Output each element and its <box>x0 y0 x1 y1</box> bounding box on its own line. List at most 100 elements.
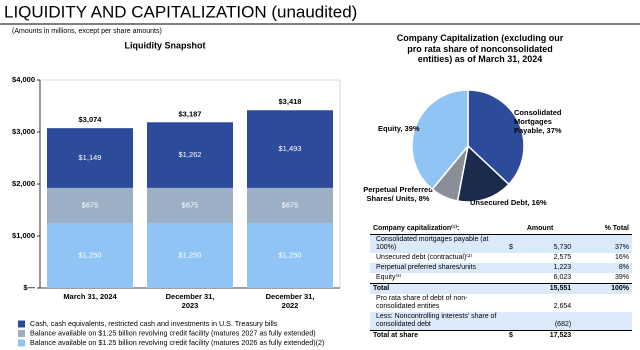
table-cell <box>574 294 632 312</box>
table-cell: Pro rata share of debt of non-consolidat… <box>376 295 468 310</box>
x-tick-label: March 31, 2024 <box>63 292 117 301</box>
table-cell: Perpetual preferred shares/units <box>370 263 506 273</box>
table-cell: 8% <box>574 263 632 273</box>
bar-segment <box>247 187 333 223</box>
bar-value-label: $1,250 <box>179 250 202 259</box>
y-tick-label: $2,000 <box>12 179 35 188</box>
x-tick-label-box: December 31, 2023 <box>165 292 215 310</box>
bar-value-label: $675 <box>282 200 299 209</box>
bar-value-label: $1,250 <box>79 250 102 259</box>
table-cell <box>506 253 522 263</box>
table-cell <box>574 312 632 331</box>
table-cell: 16% <box>614 254 629 261</box>
table-cell <box>506 294 522 312</box>
chart-title: Liquidity Snapshot <box>125 40 206 50</box>
pie-label: Consolidated Mortgages Payable, 37% <box>514 108 562 135</box>
bar-segment <box>47 187 133 223</box>
table-row: Unsecured debt (contractual)⁽²⁾ 2,575 16% <box>370 253 632 263</box>
table-cell: Unsecured debt (contractual)⁽²⁾ <box>376 254 473 261</box>
table-cell: 2,654 <box>553 303 572 310</box>
legend-label: Balance available on $1.25 billion revol… <box>30 338 324 347</box>
table-cell: 5,730 <box>522 234 575 253</box>
pie-slice <box>467 89 525 186</box>
table-cell: Equity⁽³⁾ <box>376 274 402 281</box>
table-cell: 39% <box>614 274 629 281</box>
bar-segment <box>147 223 233 288</box>
pie-title-box: Company Capitalization (excluding our pr… <box>396 33 564 64</box>
table-cell <box>506 312 522 331</box>
legend-label: Cash, cash equivalents, restricted cash … <box>30 319 278 328</box>
legend-label: Balance available on $1.25 billion revol… <box>30 328 316 337</box>
bar-total-label: $3,418 <box>279 97 302 106</box>
table-row: Company capitalization⁽¹⁾: Amount% Total <box>370 224 632 235</box>
y-tick-label: $3,000 <box>12 127 35 136</box>
table-cell: % Total <box>574 224 632 235</box>
bar-segment <box>47 128 133 188</box>
x-tick-label-box: December 31, 2022 <box>265 292 315 310</box>
table-row: Total 15,551 100% <box>370 283 632 294</box>
x-tick-label: December 31, 2023 <box>165 292 215 310</box>
bar-total-label: $3,187 <box>179 109 202 118</box>
pie-slice <box>456 144 510 203</box>
table-cell: Consolidated mortgages payable (at 100%) <box>370 234 506 253</box>
bar-segment <box>247 223 333 288</box>
y-tick-label: $4,000 <box>12 75 35 84</box>
table-row: Less: Noncontrolling interests' share of… <box>370 312 632 331</box>
bar-value-label: $675 <box>182 200 199 209</box>
legend-swatch <box>18 320 25 328</box>
table-cell: $ <box>506 234 522 253</box>
bar-value-label: $1,250 <box>279 250 302 259</box>
table-cell <box>506 283 522 294</box>
table-cell <box>574 330 632 341</box>
table-cell: 100% <box>574 283 632 294</box>
table-cell <box>506 263 522 273</box>
table-cell: Less: Noncontrolling interests' share of… <box>370 312 506 331</box>
legend-swatch <box>18 339 25 347</box>
pie-label: Unsecured Debt, 16% <box>470 198 547 207</box>
bar-value-label: $1,149 <box>79 153 102 162</box>
x-tick-label-box: March 31, 2024 <box>63 292 117 301</box>
table-row: Pro rata share of debt of non-consolidat… <box>370 294 632 312</box>
bar-total-label: $3,074 <box>79 115 103 124</box>
table-cell: 2,575 <box>553 254 572 261</box>
pie-label-box: Consolidated Mortgages Payable, 37% <box>514 108 562 135</box>
table-cell: $ <box>506 330 522 341</box>
table-cell: Company capitalization⁽¹⁾: <box>370 224 506 235</box>
table-row: Consolidated mortgages payable (at 100%)… <box>370 234 632 253</box>
bar-segment <box>147 187 233 223</box>
bar-value-label: $675 <box>82 200 99 209</box>
pie-label: Equity, 39% <box>378 124 420 133</box>
cap-table: Company capitalization⁽¹⁾: Amount% Total C… <box>370 224 632 341</box>
table-cell: 17,523 <box>522 330 575 341</box>
legend-swatch <box>18 330 25 337</box>
x-tick-label: December 31, 2022 <box>265 292 315 310</box>
table-row: Equity⁽³⁾ 6,023 39% <box>370 273 632 284</box>
pie-label-box: Unsecured Debt, 16% <box>470 198 547 207</box>
bar-segment <box>47 223 133 288</box>
table-cell: 1,223 <box>522 263 575 273</box>
table-cell: Total at share <box>370 330 506 341</box>
table-cell <box>506 273 522 284</box>
pie-slice <box>411 89 469 191</box>
pie-label: Perpetual Preferred Shares/ Units, 8% <box>363 185 433 203</box>
table-cell: Amount <box>506 224 575 235</box>
bar-segment <box>247 110 333 188</box>
page-subtitle: (Amounts in millions, except per share a… <box>12 28 162 35</box>
bar-segment <box>147 122 233 188</box>
page-title: LIQUIDITY AND CAPITALIZATION (unaudited) <box>4 2 357 21</box>
table-cell: 37% <box>574 234 632 253</box>
table-cell: Total <box>370 283 506 294</box>
table-cell: 6,023 <box>553 274 572 281</box>
table-row: Total at share $17,523 <box>370 330 632 341</box>
pie-label-box: Equity, 39% <box>378 124 420 133</box>
bar-value-label: $1,493 <box>279 144 302 153</box>
bar-value-label: $1,262 <box>179 150 202 159</box>
y-tick-label: $1,000 <box>12 231 35 240</box>
pie-title: Company Capitalization (excluding our pr… <box>396 33 564 64</box>
table-cell: 15,551 <box>522 283 575 294</box>
table-cell: (682) <box>522 312 575 331</box>
table-row: Perpetual preferred shares/units 1,223 8% <box>370 263 632 273</box>
pie-label-box: Perpetual Preferred Shares/ Units, 8% <box>363 185 433 203</box>
